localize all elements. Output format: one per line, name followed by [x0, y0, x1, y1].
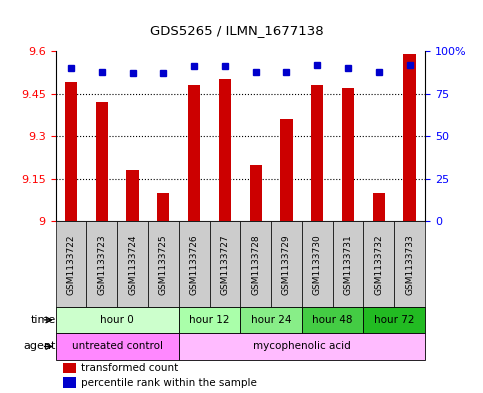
Bar [56, 307, 179, 333]
Bar [364, 221, 394, 307]
Text: time: time [30, 315, 56, 325]
Bar [127, 170, 139, 221]
Bar [364, 307, 425, 333]
Text: GSM1133724: GSM1133724 [128, 234, 137, 295]
Bar [179, 307, 240, 333]
Bar [280, 119, 293, 221]
Bar [56, 221, 86, 307]
Text: GSM1133733: GSM1133733 [405, 234, 414, 295]
Bar [333, 221, 364, 307]
Text: GDS5265 / ILMN_1677138: GDS5265 / ILMN_1677138 [150, 24, 324, 37]
Text: agent: agent [23, 342, 56, 351]
Text: hour 12: hour 12 [189, 315, 230, 325]
Bar [148, 221, 179, 307]
Bar [56, 333, 179, 360]
Text: transformed count: transformed count [82, 363, 179, 373]
Bar [240, 221, 271, 307]
Bar [63, 363, 76, 373]
Bar [210, 221, 240, 307]
Bar [240, 307, 302, 333]
Bar [117, 221, 148, 307]
Text: mycophenolic acid: mycophenolic acid [253, 342, 351, 351]
Text: percentile rank within the sample: percentile rank within the sample [82, 378, 257, 387]
Text: GSM1133725: GSM1133725 [159, 234, 168, 295]
Bar [394, 221, 425, 307]
Text: GSM1133729: GSM1133729 [282, 234, 291, 295]
Text: GSM1133731: GSM1133731 [343, 234, 353, 295]
Text: hour 48: hour 48 [313, 315, 353, 325]
Text: GSM1133732: GSM1133732 [374, 234, 384, 295]
Text: hour 72: hour 72 [374, 315, 414, 325]
Bar [403, 54, 416, 221]
Bar [86, 221, 117, 307]
Bar [188, 85, 200, 221]
Bar [311, 85, 324, 221]
Text: GSM1133728: GSM1133728 [251, 234, 260, 295]
Bar [63, 377, 76, 387]
Bar [271, 221, 302, 307]
Bar [302, 221, 333, 307]
Text: GSM1133730: GSM1133730 [313, 234, 322, 295]
Bar [342, 88, 354, 221]
Text: GSM1133722: GSM1133722 [67, 234, 75, 295]
Text: GSM1133727: GSM1133727 [220, 234, 229, 295]
Bar [179, 333, 425, 360]
Text: untreated control: untreated control [71, 342, 163, 351]
Bar [65, 82, 77, 221]
Bar [96, 102, 108, 221]
Bar [250, 165, 262, 221]
Bar [179, 221, 210, 307]
Text: GSM1133723: GSM1133723 [97, 234, 106, 295]
Bar [302, 307, 364, 333]
Bar [373, 193, 385, 221]
Text: hour 0: hour 0 [100, 315, 134, 325]
Bar [219, 79, 231, 221]
Text: hour 24: hour 24 [251, 315, 291, 325]
Text: GSM1133726: GSM1133726 [190, 234, 199, 295]
Bar [157, 193, 170, 221]
